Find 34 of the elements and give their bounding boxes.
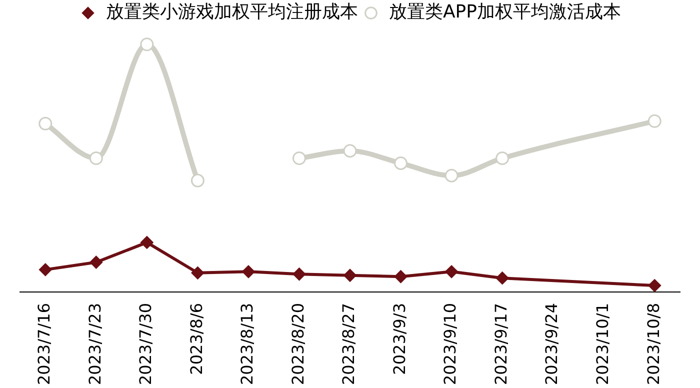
point [496,272,509,285]
point [344,268,356,282]
x-tick-label: 2023/10/1 [593,302,612,386]
legend-label: 放置类小游戏加权平均注册成本 [106,2,358,23]
point [89,152,103,166]
point [191,266,204,280]
point [140,38,154,52]
point [292,152,306,166]
point [90,256,103,269]
x-tick-label: 2023/9/10 [440,302,460,386]
x-tick-label: 2023/9/17 [491,302,510,386]
point [394,270,408,284]
point [394,156,408,170]
x-tick-label: 2023/8/13 [238,302,257,386]
point [496,152,510,166]
point [242,265,255,278]
point [292,268,306,281]
x-tick-label: 2023/9/24 [542,302,562,386]
legend-label: 放置类APP加权平均激活成本 [388,2,622,23]
x-tick-label: 2023/9/3 [390,302,409,375]
x-tick-label: 2023/8/27 [339,302,358,386]
point [140,236,154,249]
point [38,263,52,276]
x-tick-label: 2023/8/20 [288,302,308,386]
point [444,168,458,182]
point [38,116,52,130]
x-tick-label: 2023/10/8 [644,302,663,386]
point [343,144,357,158]
point [190,174,204,188]
x-tick-label: 2023/7/16 [34,302,54,386]
x-tick-label: 2023/8/6 [186,302,206,375]
x-tick-label: 2023/7/30 [136,302,156,386]
point [445,265,458,278]
x-tick-label: 2023/7/23 [85,302,104,386]
